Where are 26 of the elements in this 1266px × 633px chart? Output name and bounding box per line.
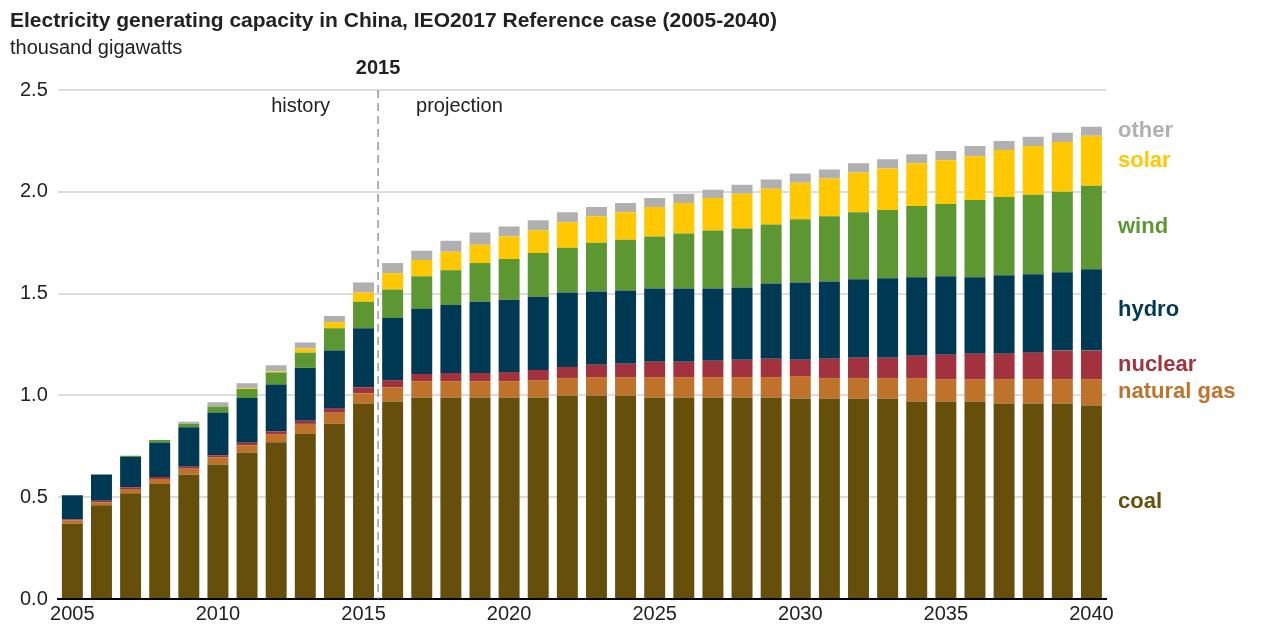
y-axis-title: thousand gigawatts [10, 36, 183, 59]
x-tick-label: 2005 [50, 601, 95, 624]
x-tick-label: 2025 [632, 601, 677, 624]
y-tick-label: 0.0 [19, 586, 48, 609]
series-label: natural gas [1118, 378, 1236, 404]
series-label: nuclear [1118, 350, 1197, 376]
series-label: solar [1118, 146, 1172, 172]
x-tick-label: 2015 [341, 601, 386, 624]
series-label: hydro [1118, 295, 1180, 321]
series-label: other [1118, 117, 1174, 143]
annotation: projection [416, 93, 503, 116]
y-tick-label: 1.0 [19, 382, 48, 405]
series-label: wind [1117, 213, 1169, 239]
y-tick-label: 2.0 [19, 179, 48, 202]
x-tick-label: 2030 [778, 601, 823, 624]
y-tick-label: 2.5 [19, 77, 48, 100]
x-tick-label: 2040 [1069, 601, 1114, 624]
x-tick-label: 2020 [486, 601, 532, 624]
x-tick-label: 2010 [195, 601, 241, 624]
y-tick-label: 1.5 [19, 281, 48, 304]
chart-title: Electricity generating capacity in China, IEO2017 Reference case (2005-2040) [10, 8, 777, 32]
y-tick-label: 0.5 [19, 484, 48, 507]
x-tick-label: 2035 [923, 601, 969, 624]
annotation: history [271, 93, 331, 116]
series-label: coal [1118, 488, 1163, 514]
ref-line-label: 2015 [355, 55, 401, 78]
